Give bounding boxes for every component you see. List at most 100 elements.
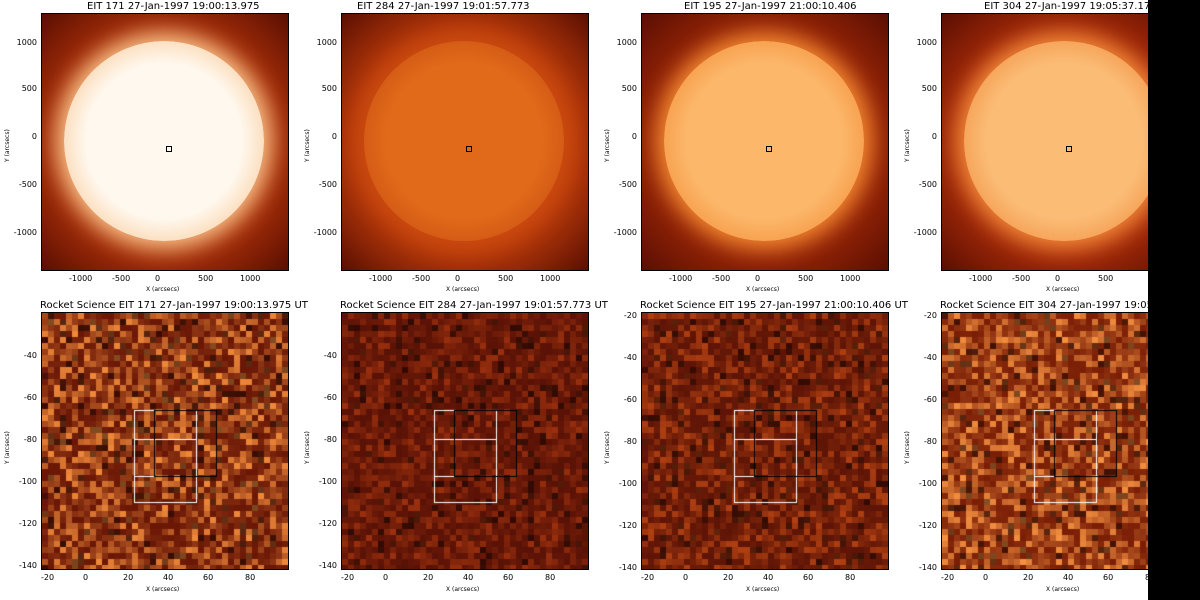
y-tick-label: -40 bbox=[323, 351, 337, 360]
x-tick-label: 0 bbox=[1055, 274, 1061, 283]
y-tick-label: -20 bbox=[923, 311, 937, 320]
y-tick-label: -120 bbox=[618, 521, 637, 530]
sun-image-195 bbox=[641, 13, 889, 271]
sun-image-171 bbox=[41, 13, 289, 271]
x-tick-label: 0 bbox=[683, 573, 689, 582]
y-tick-label: -20 bbox=[623, 311, 637, 320]
y-tick-label: 1000 bbox=[316, 38, 337, 47]
x-axis-label: X (arcsecs) bbox=[146, 586, 180, 593]
y-tick-label: -60 bbox=[923, 395, 937, 404]
solar-disk bbox=[64, 41, 264, 241]
right-edge-bar bbox=[1148, 0, 1200, 600]
y-tick-label: 0 bbox=[331, 132, 337, 141]
x-tick-label: -20 bbox=[641, 573, 655, 582]
y-tick-label: -60 bbox=[23, 393, 37, 402]
x-tick-label: -1000 bbox=[369, 274, 393, 283]
x-axis-label: X (arcsecs) bbox=[746, 586, 780, 593]
zoom-image-284 bbox=[341, 312, 589, 570]
y-tick-label: -1000 bbox=[13, 228, 37, 237]
x-tick-label: -1000 bbox=[669, 274, 693, 283]
x-tick-label: 20 bbox=[423, 573, 434, 582]
x-tick-label: 60 bbox=[503, 573, 514, 582]
y-tick-label: 0 bbox=[631, 132, 637, 141]
x-axis-label: X (arcsecs) bbox=[446, 586, 480, 593]
x-tick-label: -1000 bbox=[69, 274, 93, 283]
y-tick-label: -500 bbox=[18, 180, 37, 189]
panel-title: EIT 284 27-Jan-1997 19:01:57.773 bbox=[357, 1, 530, 12]
y-tick-label: -100 bbox=[618, 479, 637, 488]
roi-marker bbox=[166, 146, 172, 152]
x-tick-label: 1000 bbox=[240, 274, 261, 283]
panel-title: Rocket Science EIT 171 27-Jan-1997 19:00… bbox=[40, 300, 308, 311]
y-tick-label: 500 bbox=[921, 84, 937, 93]
sun-image-284 bbox=[341, 13, 589, 271]
y-tick-label: -60 bbox=[623, 395, 637, 404]
x-tick-label: 40 bbox=[763, 573, 774, 582]
y-tick-label: -120 bbox=[918, 521, 937, 530]
y-tick-label: 500 bbox=[321, 84, 337, 93]
x-tick-label: 500 bbox=[498, 274, 514, 283]
y-axis-label: Y (arcsecs) bbox=[904, 431, 911, 464]
y-tick-label: 500 bbox=[621, 84, 637, 93]
y-tick-label: -60 bbox=[323, 393, 337, 402]
solar-disk bbox=[364, 41, 564, 241]
roi-marker bbox=[766, 146, 772, 152]
y-tick-label: -100 bbox=[318, 477, 337, 486]
intensity-map bbox=[642, 313, 888, 569]
y-axis-label: Y (arcsecs) bbox=[4, 431, 11, 464]
x-axis-label: X (arcsecs) bbox=[446, 286, 480, 293]
y-tick-label: -40 bbox=[923, 353, 937, 362]
y-tick-label: -100 bbox=[18, 477, 37, 486]
y-tick-label: -500 bbox=[618, 180, 637, 189]
intensity-map bbox=[942, 313, 1188, 569]
x-tick-label: 80 bbox=[845, 573, 856, 582]
x-tick-label: -20 bbox=[341, 573, 355, 582]
y-tick-label: 0 bbox=[931, 132, 937, 141]
y-axis-label: Y (arcsecs) bbox=[4, 129, 11, 162]
x-tick-label: 0 bbox=[983, 573, 989, 582]
zoom-image-195 bbox=[641, 312, 889, 570]
x-tick-label: 20 bbox=[123, 573, 134, 582]
y-tick-label: -1000 bbox=[613, 228, 637, 237]
x-tick-label: 40 bbox=[163, 573, 174, 582]
roi-marker bbox=[1066, 146, 1072, 152]
y-tick-label: -80 bbox=[623, 437, 637, 446]
y-tick-label: -500 bbox=[318, 180, 337, 189]
solar-disk bbox=[964, 41, 1164, 241]
panel-title: EIT 304 27-Jan-1997 19:05:37.171 bbox=[984, 1, 1157, 12]
x-tick-label: 80 bbox=[545, 573, 556, 582]
y-tick-label: 1000 bbox=[616, 38, 637, 47]
y-tick-label: -120 bbox=[318, 519, 337, 528]
x-tick-label: 1000 bbox=[840, 274, 861, 283]
y-tick-label: 0 bbox=[31, 132, 37, 141]
x-tick-label: 20 bbox=[1023, 573, 1034, 582]
x-axis-label: X (arcsecs) bbox=[1046, 286, 1080, 293]
panel-title: EIT 171 27-Jan-1997 19:00:13.975 bbox=[87, 1, 260, 12]
x-tick-label: 60 bbox=[803, 573, 814, 582]
roi-marker bbox=[466, 146, 472, 152]
x-tick-label: 500 bbox=[198, 274, 214, 283]
x-tick-label: 40 bbox=[463, 573, 474, 582]
y-axis-label: Y (arcsecs) bbox=[304, 431, 311, 464]
panel-title: EIT 195 27-Jan-1997 21:00:10.406 bbox=[684, 1, 857, 12]
x-tick-label: 60 bbox=[203, 573, 214, 582]
x-tick-label: -1000 bbox=[969, 274, 993, 283]
y-tick-label: -1000 bbox=[313, 228, 337, 237]
x-tick-label: 0 bbox=[383, 573, 389, 582]
x-tick-label: 0 bbox=[83, 573, 89, 582]
x-tick-label: 1000 bbox=[540, 274, 561, 283]
y-tick-label: 500 bbox=[21, 84, 37, 93]
x-tick-label: -20 bbox=[941, 573, 955, 582]
y-tick-label: -500 bbox=[918, 180, 937, 189]
y-tick-label: -1000 bbox=[913, 228, 937, 237]
y-tick-label: 1000 bbox=[16, 38, 37, 47]
y-tick-label: -120 bbox=[18, 519, 37, 528]
x-axis-label: X (arcsecs) bbox=[746, 286, 780, 293]
y-tick-label: -80 bbox=[323, 435, 337, 444]
x-tick-label: -500 bbox=[1012, 274, 1031, 283]
x-tick-label: 0 bbox=[755, 274, 761, 283]
y-tick-label: 1000 bbox=[916, 38, 937, 47]
y-tick-label: -80 bbox=[923, 437, 937, 446]
y-axis-label: Y (arcsecs) bbox=[604, 431, 611, 464]
x-tick-label: -500 bbox=[112, 274, 131, 283]
